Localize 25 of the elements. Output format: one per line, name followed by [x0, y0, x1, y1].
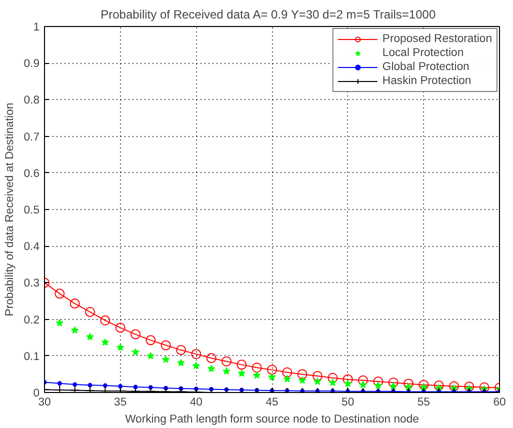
y-tick-label: 1 [33, 22, 40, 34]
x-tick-label: 30 [38, 396, 51, 408]
y-tick-label: 0.2 [24, 314, 40, 326]
chart-title: Probability of Received data A= 0.9 Y=30 d=2 m=5 Trails=1000 [100, 8, 436, 22]
y-tick-label: 0.9 [24, 58, 40, 70]
legend-label: Global Protection [382, 61, 470, 73]
x-tick-label: 60 [493, 396, 506, 408]
x-tick-label: 55 [417, 396, 430, 408]
y-axis-title: Probability of data Received at Destination [4, 102, 16, 316]
legend-label: Local Protection [382, 47, 464, 59]
y-tick-label: 0 [33, 388, 40, 400]
legend-label: Haskin Protection [382, 75, 472, 87]
y-tick-label: 0.1 [24, 350, 40, 363]
x-tick-label: 40 [190, 396, 202, 408]
y-tick-label: 0.4 [24, 241, 40, 254]
y-tick-label: 0.7 [24, 131, 40, 144]
x-axis-title: Working Path length form source node to Destination node [125, 414, 419, 426]
x-tick-label: 45 [266, 396, 278, 408]
y-tick-label: 0.3 [24, 278, 40, 290]
x-tick-label: 35 [114, 396, 127, 408]
y-tick-label: 0.6 [24, 168, 40, 180]
y-tick-label: 0.5 [24, 204, 40, 216]
x-tick-label: 50 [342, 396, 354, 408]
y-tick-label: 0.8 [24, 94, 40, 107]
legend-label: Proposed Restoration [382, 33, 492, 45]
